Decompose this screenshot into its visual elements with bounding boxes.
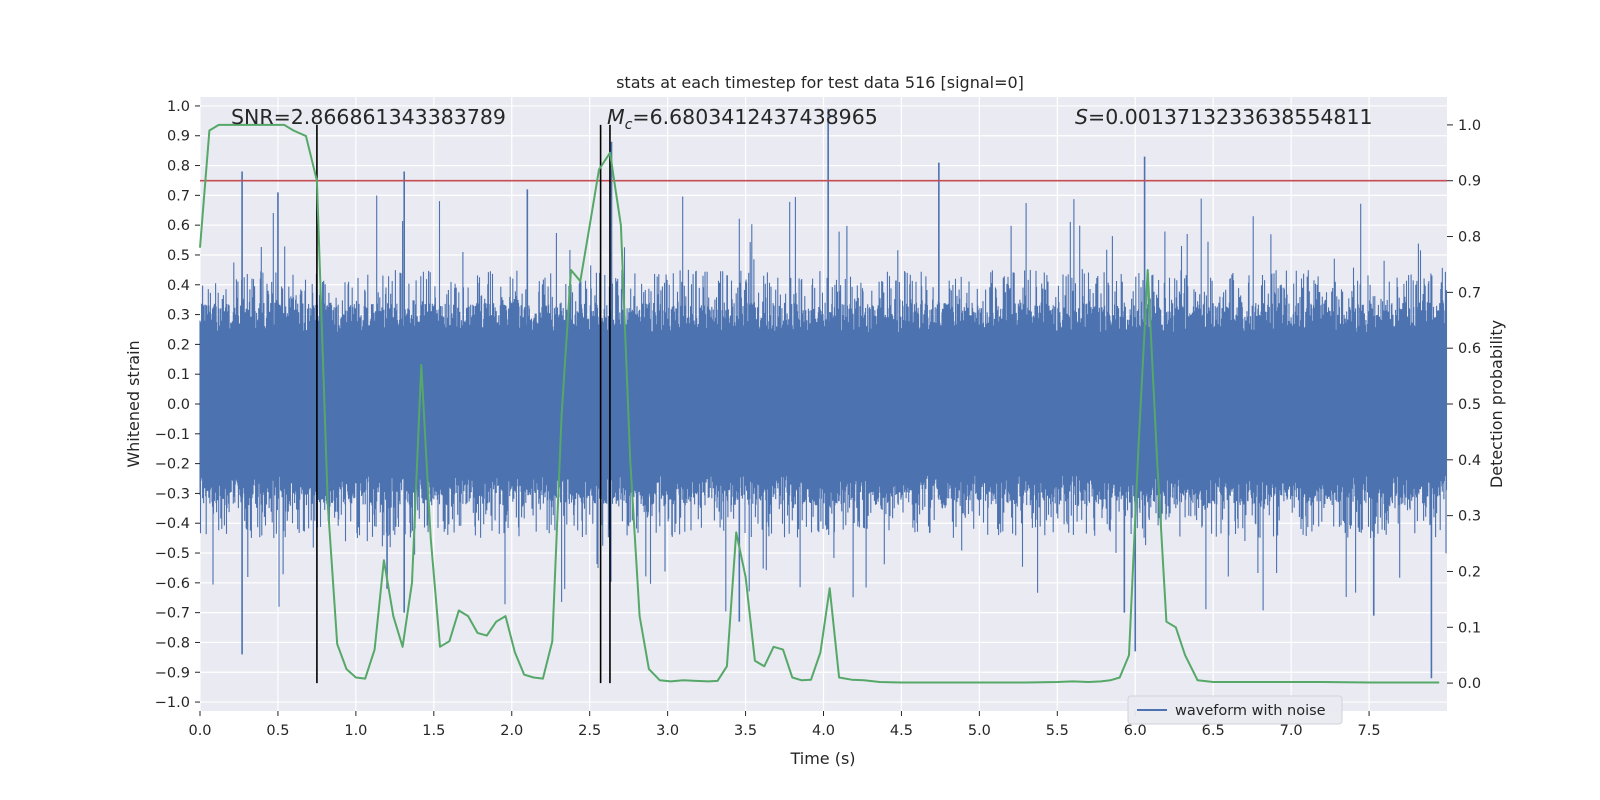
- x-tick-label: 3.5: [734, 723, 757, 739]
- snr-annotation: SNR=2.866861343383789: [231, 105, 506, 129]
- y-tick-label-left: −0.9: [155, 665, 190, 681]
- y-tick-label-left: 0.3: [167, 308, 190, 324]
- detection-probability-line: [199, 123, 1440, 684]
- y-ticks-right: 1.0 0.9 0.8 0.7 0.6 0.5 0.4 0.3 0.2 0.1 0.0: [1447, 118, 1481, 692]
- y-tick-label-left: −0.4: [155, 516, 190, 532]
- legend-label: waveform with noise: [1175, 703, 1326, 719]
- mc-symbol: M: [607, 105, 625, 129]
- vline-group: [316, 124, 611, 684]
- y-tick-label-left: 0.4: [167, 278, 190, 294]
- waveform-series: [199, 108, 1448, 679]
- x-tick-label: 1.0: [344, 723, 367, 739]
- y-tick-label-right: 0.2: [1458, 564, 1481, 580]
- x-tick-label: 4.5: [890, 723, 913, 739]
- y-axis-label-right: Detection probability: [1487, 320, 1506, 488]
- waveform-noise: [199, 195, 1448, 612]
- s-value: =0.0013713233638554811: [1088, 105, 1373, 129]
- x-tick-label: 6.0: [1124, 723, 1147, 739]
- y-tick-label-left: 0.6: [167, 218, 190, 234]
- y-tick-label-right: 1.0: [1458, 118, 1481, 134]
- y-tick-label-left: 0.5: [167, 248, 190, 264]
- y-tick-label-right: 0.8: [1458, 230, 1481, 246]
- chart-title: stats at each timestep for test data 516…: [616, 73, 1024, 92]
- x-tick-label: 3.0: [656, 723, 679, 739]
- s-symbol: S: [1075, 105, 1088, 129]
- x-tick-label: 7.0: [1280, 723, 1303, 739]
- y-tick-label-left: 1.0: [167, 99, 190, 115]
- mc-value: =6.6803412437438965: [632, 105, 877, 129]
- x-tick-label: 6.5: [1202, 723, 1225, 739]
- y-tick-label-left: −1.0: [155, 695, 190, 711]
- legend-box: [1127, 695, 1343, 725]
- x-tick-label: 5.0: [968, 723, 991, 739]
- y-axis-label-left: Whitened strain: [124, 340, 143, 467]
- y-tick-label-left: −0.3: [155, 486, 190, 502]
- y-tick-label-right: 0.4: [1458, 453, 1481, 469]
- y-tick-label-left: 0.1: [167, 367, 190, 383]
- mc-annotation: Mc=6.6803412437438965: [607, 105, 878, 133]
- legend: waveform with noise: [1127, 695, 1343, 725]
- y-tick-label-left: −0.8: [155, 635, 190, 651]
- y-tick-label-right: 0.7: [1458, 285, 1481, 301]
- detection-probability-series: [199, 123, 1440, 684]
- y-tick-label-left: −0.1: [155, 427, 190, 443]
- y-tick-label-right: 0.6: [1458, 341, 1481, 357]
- x-tick-label: 1.5: [422, 723, 445, 739]
- y-tick-label-left: −0.6: [155, 576, 190, 592]
- x-tick-label: 0.5: [266, 723, 289, 739]
- y-tick-label-right: 0.9: [1458, 174, 1481, 190]
- y-tick-label-right: 0.3: [1458, 509, 1481, 525]
- y-tick-label-left: 0.8: [167, 159, 190, 175]
- x-tick-label: 0.0: [188, 723, 211, 739]
- x-tick-label: 2.5: [578, 723, 601, 739]
- y-tick-label-left: 0.9: [167, 129, 190, 145]
- y-tick-label-left: −0.7: [155, 606, 190, 622]
- y-tick-label-left: 0.2: [167, 337, 190, 353]
- x-ticks: 0.0 0.5 1.0 1.5 2.0 2.5 3.0 3.5 4.0 4.5 5.0 5.5 6.0 6…: [188, 711, 1381, 739]
- x-tick-label: 2.0: [500, 723, 523, 739]
- s-annotation: S=0.0013713233638554811: [1075, 105, 1373, 129]
- x-tick-label: 5.5: [1046, 723, 1069, 739]
- y-tick-label-right: 0.5: [1458, 397, 1481, 413]
- x-axis-label: Time (s): [789, 749, 855, 768]
- mc-subscript: c: [625, 117, 633, 133]
- y-tick-label-left: 0.7: [167, 188, 190, 204]
- y-tick-label-right: 0.0: [1458, 676, 1481, 692]
- y-tick-label-left: 0.0: [167, 397, 190, 413]
- x-tick-label: 4.0: [812, 723, 835, 739]
- y-tick-label-right: 0.1: [1458, 620, 1481, 636]
- y-tick-label-left: −0.2: [155, 457, 190, 473]
- x-tick-label: 7.5: [1358, 723, 1381, 739]
- y-ticks-left: 1.0 0.9 0.8 0.7 0.6 0.5 0.4 0.3 0.2 0.1 0.0 −0.1 −0.…: [155, 99, 200, 711]
- y-tick-label-left: −0.5: [155, 546, 190, 562]
